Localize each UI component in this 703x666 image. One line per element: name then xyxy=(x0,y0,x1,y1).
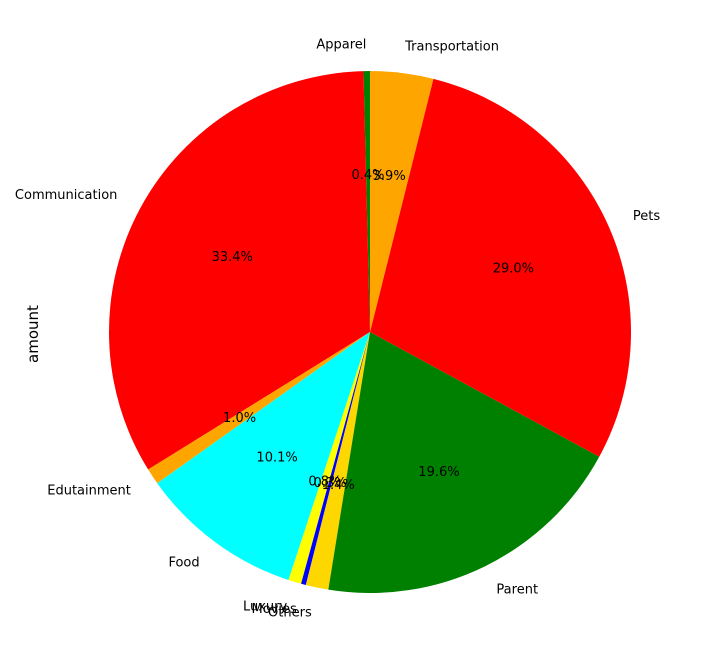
pie-slice-movies xyxy=(301,332,370,585)
pie-slice-food xyxy=(157,332,370,580)
pie-slice-others xyxy=(305,332,370,590)
slice-pct-communication: 33.4% xyxy=(212,250,253,265)
slice-label-food: Food xyxy=(168,556,199,571)
y-axis-label: amount xyxy=(24,305,42,363)
slice-pct-edutainment: 1.0% xyxy=(223,411,256,426)
pie-slice-edutainment xyxy=(148,332,370,484)
slice-label-apparel: Apparel xyxy=(316,37,366,52)
pie-slice-pets xyxy=(370,78,631,457)
slice-label-pets: Pets xyxy=(633,209,660,224)
slice-label-others: Others xyxy=(268,606,312,621)
slice-label-transportation: Transportation xyxy=(404,40,499,55)
pie-slices xyxy=(109,71,631,593)
pie-slice-apparel xyxy=(363,71,370,332)
slice-pct-pets: 29.0% xyxy=(493,262,534,277)
slice-label-movies: Movies xyxy=(252,602,297,617)
pie-slice-parent xyxy=(328,332,600,593)
pie-slice-luxury xyxy=(288,332,370,584)
slice-pct-transportation: 3.9% xyxy=(373,169,406,184)
pie-slice-communication xyxy=(109,71,371,470)
slice-label-edutainment: Edutainment xyxy=(47,483,131,498)
slice-label-luxury: Luxury xyxy=(243,599,288,614)
slice-pct-others: 1.4% xyxy=(322,478,355,493)
slice-label-communication: Communication xyxy=(15,188,117,203)
slice-pct-movies: 0.3% xyxy=(314,476,347,491)
slice-pct-food: 10.1% xyxy=(256,451,297,466)
slice-label-parent: Parent xyxy=(496,582,538,597)
pie-slice-transportation xyxy=(370,71,434,332)
slice-pct-parent: 19.6% xyxy=(418,465,459,480)
slice-pct-apparel: 0.4% xyxy=(352,168,385,183)
slice-labels: Apparel Communication Edutainment Food Luxur… xyxy=(15,37,660,620)
slice-percentages: 0.4% 33.4% 1.0% 10.1% 0.8%0.3%1.4% 19.6% 29.0%… xyxy=(212,168,534,493)
slice-pct-luxury: 0.8% xyxy=(308,474,341,489)
